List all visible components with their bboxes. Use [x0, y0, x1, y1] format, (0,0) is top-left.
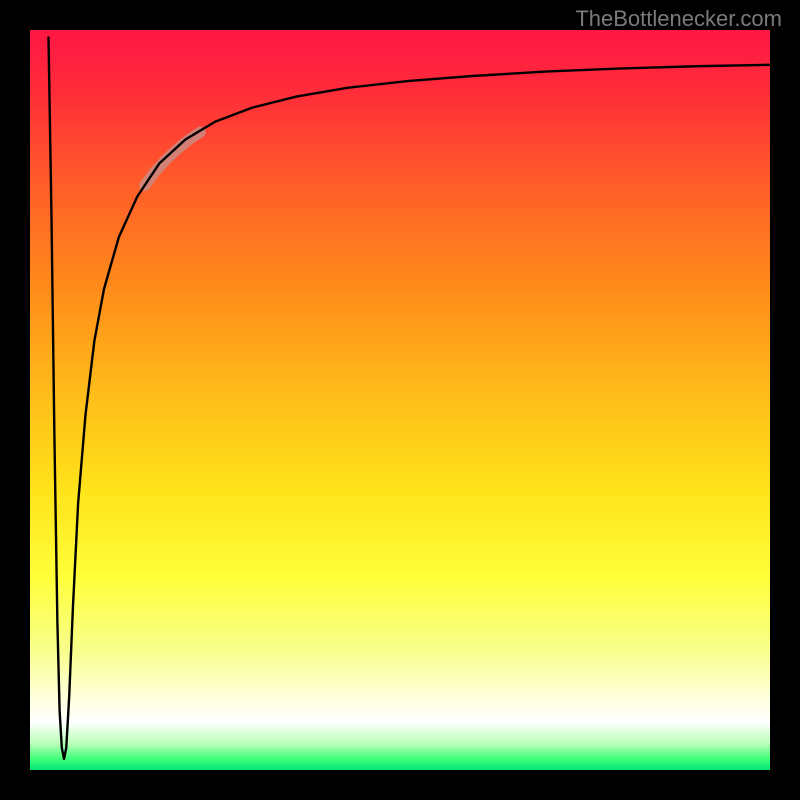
plot-background — [30, 30, 770, 770]
watermark-text: TheBottlenecker.com — [575, 6, 782, 32]
bottleneck-curve-plot — [30, 30, 770, 770]
chart-stage: TheBottlenecker.com — [0, 0, 800, 800]
